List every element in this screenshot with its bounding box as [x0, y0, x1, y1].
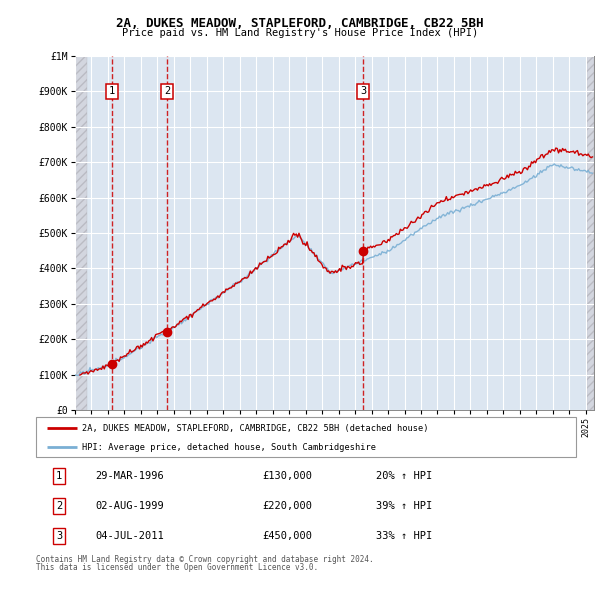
Text: 29-MAR-1996: 29-MAR-1996: [95, 471, 164, 481]
Text: 2A, DUKES MEADOW, STAPLEFORD, CAMBRIDGE, CB22 5BH: 2A, DUKES MEADOW, STAPLEFORD, CAMBRIDGE,…: [116, 17, 484, 30]
Text: £220,000: £220,000: [263, 501, 313, 511]
Text: HPI: Average price, detached house, South Cambridgeshire: HPI: Average price, detached house, Sout…: [82, 442, 376, 452]
Text: 04-JUL-2011: 04-JUL-2011: [95, 531, 164, 541]
Text: 2: 2: [56, 501, 62, 511]
Text: 02-AUG-1999: 02-AUG-1999: [95, 501, 164, 511]
Text: 3: 3: [360, 87, 367, 96]
Text: 39% ↑ HPI: 39% ↑ HPI: [376, 501, 433, 511]
FancyBboxPatch shape: [36, 417, 576, 457]
Text: £450,000: £450,000: [263, 531, 313, 541]
Text: Price paid vs. HM Land Registry's House Price Index (HPI): Price paid vs. HM Land Registry's House …: [122, 28, 478, 38]
Text: 1: 1: [109, 87, 115, 96]
Text: This data is licensed under the Open Government Licence v3.0.: This data is licensed under the Open Gov…: [36, 563, 318, 572]
Text: 3: 3: [56, 531, 62, 541]
Text: Contains HM Land Registry data © Crown copyright and database right 2024.: Contains HM Land Registry data © Crown c…: [36, 555, 374, 563]
Text: 20% ↑ HPI: 20% ↑ HPI: [376, 471, 433, 481]
Bar: [587, 56, 594, 410]
Text: 2: 2: [164, 87, 170, 96]
Text: £130,000: £130,000: [263, 471, 313, 481]
Bar: [75, 56, 86, 410]
Text: 1: 1: [56, 471, 62, 481]
Text: 33% ↑ HPI: 33% ↑ HPI: [376, 531, 433, 541]
Text: 2A, DUKES MEADOW, STAPLEFORD, CAMBRIDGE, CB22 5BH (detached house): 2A, DUKES MEADOW, STAPLEFORD, CAMBRIDGE,…: [82, 424, 428, 433]
